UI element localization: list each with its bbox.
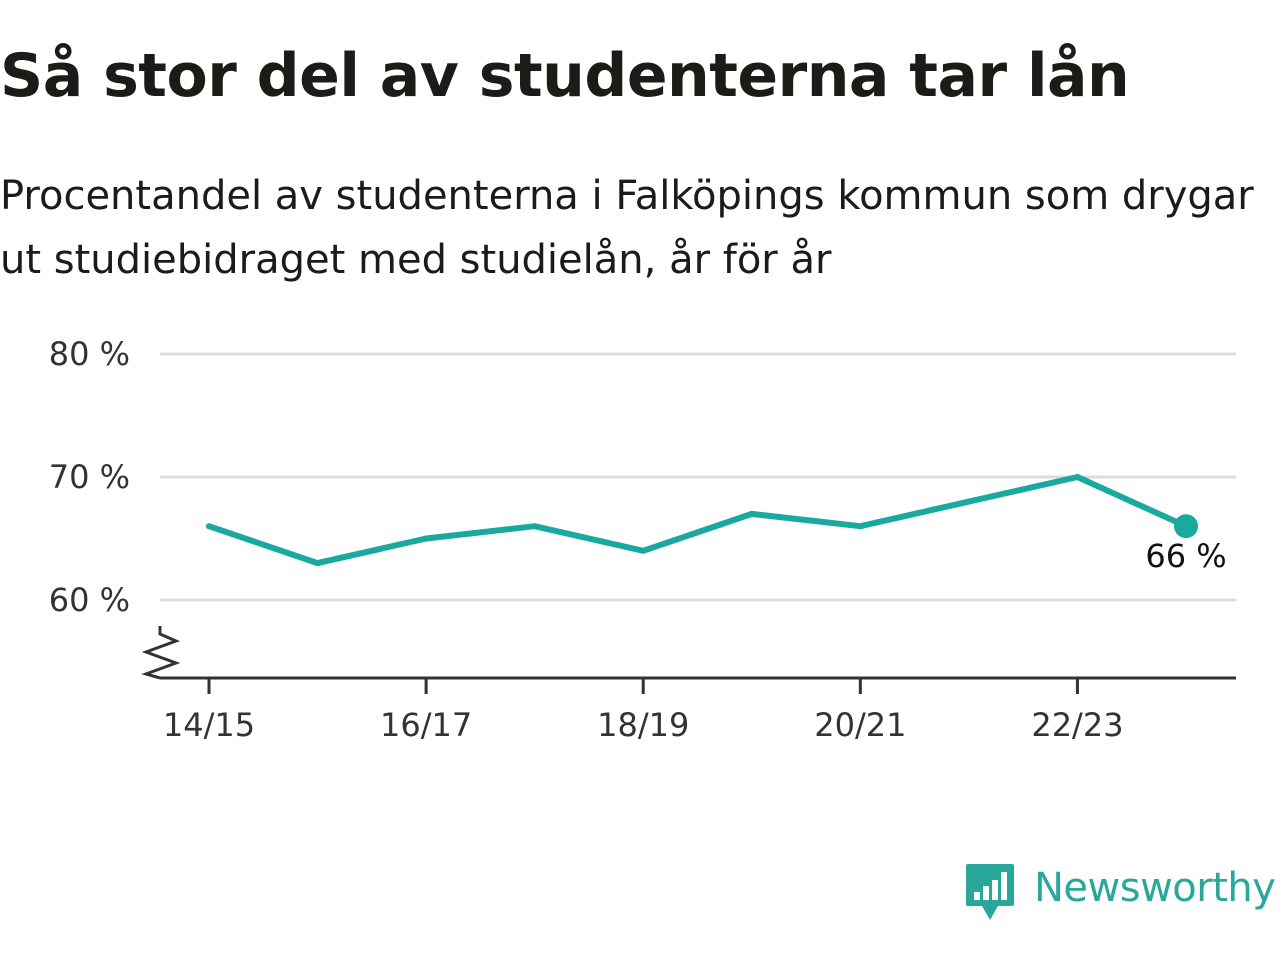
data-point [423,535,430,542]
x-axis [141,626,1236,694]
x-axis-labels: 14/15 16/17 18/19 20/21 22/23 [163,706,1124,744]
data-point [314,560,321,567]
data-point [1074,474,1081,480]
brand-name: Newsworthy [1034,865,1276,911]
end-value-label: 66 % [1145,537,1226,575]
x-tick-label: 20/21 [814,706,906,744]
y-tick-label: 60 % [49,581,130,619]
chart-subtitle: Procentandel av studenterna i Falköpings… [0,173,1254,283]
x-tick-label: 22/23 [1031,706,1123,744]
series-line [206,474,1189,567]
data-point [965,498,972,505]
x-tick-label: 14/15 [163,706,255,744]
y-axis-labels: 60 % 70 % 80 % [49,335,130,619]
end-point-marker [1174,514,1198,539]
data-point [206,523,212,530]
data-point [748,510,755,517]
chart-title: Så stor del av studenterna tar lån [0,41,1130,111]
y-tick-label: 70 % [49,458,130,496]
y-tick-label: 80 % [49,335,130,373]
series [206,474,1198,567]
newsworthy-logo-icon [966,864,1014,920]
axis-break-marker [141,626,181,680]
data-point [531,523,538,530]
gridlines [160,352,1236,602]
brand-logo: Newsworthy [964,862,1276,926]
data-point [857,523,864,530]
x-tick-label: 18/19 [597,706,689,744]
x-tick-label: 16/17 [380,706,472,744]
annotations: 66 % [1145,537,1226,575]
data-point [640,547,647,554]
